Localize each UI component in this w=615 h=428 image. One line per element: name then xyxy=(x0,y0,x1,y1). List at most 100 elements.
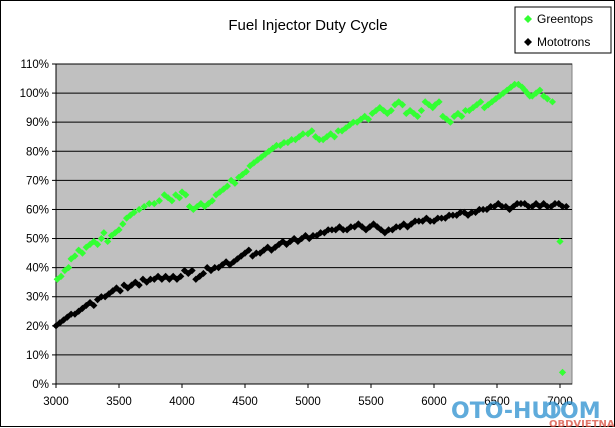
data-point-greentops xyxy=(372,106,380,115)
data-point-mototrons xyxy=(226,261,234,269)
data-point-mototrons xyxy=(558,202,567,211)
data-point-greentops xyxy=(473,101,481,109)
data-point-greentops xyxy=(261,150,269,158)
data-point-greentops xyxy=(100,229,108,237)
data-point-mototrons xyxy=(165,275,173,283)
y-tick-label: 40% xyxy=(26,263,49,275)
data-point-mototrons xyxy=(128,281,136,289)
data-point-mototrons xyxy=(90,301,98,310)
data-point-mototrons xyxy=(256,249,264,257)
data-point-mototrons xyxy=(460,208,468,216)
data-point-greentops xyxy=(53,275,61,283)
data-point-greentops xyxy=(387,106,395,115)
x-tick-label: 5000 xyxy=(295,396,321,408)
y-tick-label: 50% xyxy=(26,234,49,246)
legend-item-mototrons: Mototrons xyxy=(524,35,590,49)
legend-label-greentops: Greentops xyxy=(537,12,593,26)
y-tick-label: 60% xyxy=(26,204,49,216)
data-point-greentops xyxy=(443,115,451,123)
x-tick-label: 7000 xyxy=(547,396,573,408)
data-point-greentops xyxy=(345,121,354,129)
data-point-mototrons xyxy=(180,266,189,275)
x-tick-label: 4000 xyxy=(169,396,195,408)
data-point-mototrons xyxy=(328,226,336,234)
data-point-mototrons xyxy=(551,200,559,208)
x-tick-label: 3500 xyxy=(106,396,132,408)
data-point-greentops xyxy=(150,200,158,208)
data-point-greentops xyxy=(514,80,523,88)
data-point-mototrons xyxy=(415,217,423,225)
data-point-greentops xyxy=(536,86,544,94)
data-point-greentops xyxy=(425,101,433,109)
data-point-greentops xyxy=(175,194,184,202)
y-axis: 0% 10% 20% 30% 40% 50% 60% 70% 80% 90% 100% 110% xyxy=(20,59,57,391)
data-point-mototrons xyxy=(437,214,446,222)
data-point-mototrons xyxy=(464,211,472,219)
watermark-ring-icon xyxy=(543,401,561,419)
x-tick-label: 6000 xyxy=(421,396,447,408)
data-point-mototrons xyxy=(97,293,105,301)
data-point-mototrons xyxy=(403,223,412,231)
data-point-mototrons xyxy=(260,246,268,254)
watermark-subtext: OBDVIETNAM xyxy=(549,419,615,428)
data-point-mototrons xyxy=(354,220,362,228)
data-point-greentops xyxy=(488,98,496,106)
data-point-mototrons xyxy=(139,275,147,283)
data-point-greentops xyxy=(254,156,262,164)
x-tick-label: 3000 xyxy=(43,396,69,408)
data-point-greentops xyxy=(223,182,231,190)
data-point-greentops xyxy=(450,112,458,120)
data-point-greentops xyxy=(280,138,288,147)
data-point-mototrons xyxy=(199,269,208,278)
y-tick-label: 100% xyxy=(20,88,49,100)
data-point-mototrons xyxy=(347,223,355,231)
data-point-greentops xyxy=(97,234,105,243)
legend: Greentops Mototrons xyxy=(514,6,612,54)
data-point-greentops xyxy=(499,89,507,97)
data-point-greentops xyxy=(446,118,454,126)
data-point-greentops xyxy=(342,124,350,132)
data-point-mototrons xyxy=(116,287,124,295)
data-point-greentops xyxy=(140,202,148,211)
data-point-greentops xyxy=(414,112,422,120)
data-point-mototrons xyxy=(252,249,260,257)
watermark-logo: OTO-HUI OM OBDVIETNAM xyxy=(451,399,615,428)
data-point-mototrons xyxy=(67,310,75,318)
data-point-mototrons xyxy=(377,226,385,234)
data-point-mototrons xyxy=(366,223,374,231)
data-point-mototrons xyxy=(369,220,378,228)
data-point-greentops xyxy=(57,272,65,280)
data-point-greentops xyxy=(417,106,425,115)
data-point-mototrons xyxy=(317,229,325,237)
data-point-mototrons xyxy=(392,223,400,231)
data-point-greentops xyxy=(523,89,531,97)
data-point-mototrons xyxy=(158,275,166,283)
y-tick-label: 20% xyxy=(26,321,49,333)
data-point-mototrons xyxy=(517,200,525,208)
data-point-mototrons xyxy=(362,226,370,234)
data-point-mototrons xyxy=(471,208,480,216)
data-point-mototrons xyxy=(282,240,291,248)
watermark-text-left: OTO-HUI xyxy=(451,399,557,424)
data-point-mototrons xyxy=(275,240,283,248)
data-point-greentops xyxy=(429,104,437,112)
data-point-mototrons xyxy=(434,214,442,222)
x-tick-label: 4500 xyxy=(232,396,258,408)
data-point-mototrons xyxy=(56,319,64,327)
y-tick-label: 90% xyxy=(26,117,49,129)
data-point-mototrons xyxy=(381,229,389,237)
data-point-greentops xyxy=(119,220,127,228)
y-tick-label: 30% xyxy=(26,292,49,304)
legend-label-mototrons: Mototrons xyxy=(537,35,590,49)
data-point-greentops xyxy=(338,127,346,135)
legend-item-greentops: Greentops xyxy=(524,12,593,26)
data-point-greentops xyxy=(284,138,292,147)
data-point-mototrons xyxy=(324,226,332,234)
data-point-mototrons xyxy=(267,246,276,254)
data-point-mototrons xyxy=(498,202,506,211)
data-point-greentops xyxy=(104,237,112,246)
data-point-greentops xyxy=(511,80,519,88)
data-point-greentops xyxy=(477,98,485,106)
